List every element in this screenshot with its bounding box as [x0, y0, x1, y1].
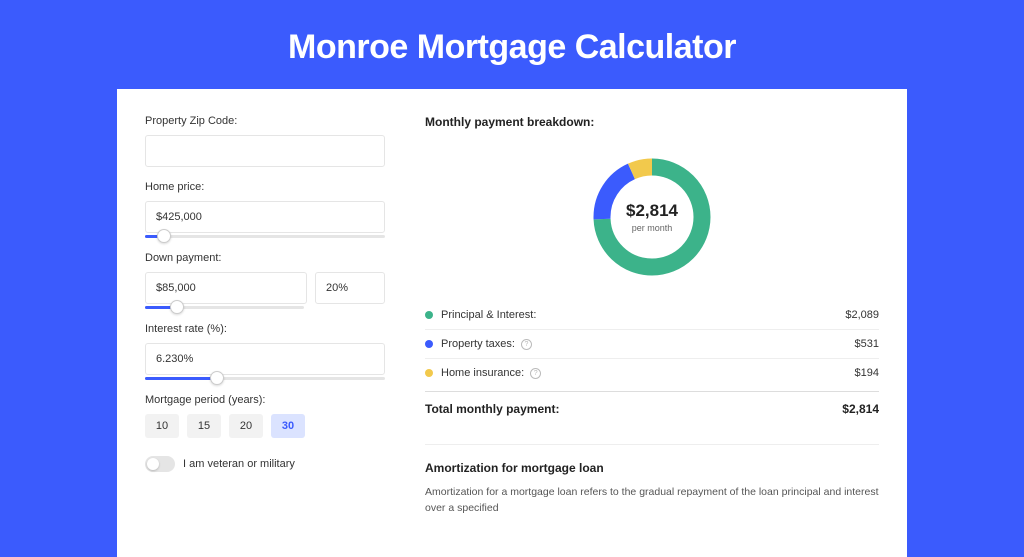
legend-row: Property taxes:?$531 [425, 330, 879, 359]
down-payment-label: Down payment: [145, 252, 385, 264]
veteran-label: I am veteran or military [183, 458, 295, 470]
donut-wrap: $2,814 per month [425, 145, 879, 289]
veteran-toggle[interactable] [145, 456, 175, 472]
mortgage-period-label: Mortgage period (years): [145, 394, 385, 406]
down-payment-slider[interactable] [145, 306, 304, 309]
total-row: Total monthly payment: $2,814 [425, 391, 879, 422]
zip-field-block: Property Zip Code: [145, 115, 385, 167]
donut-sub: per month [632, 223, 673, 233]
donut-center: $2,814 per month [588, 153, 716, 281]
period-btn-15[interactable]: 15 [187, 414, 221, 438]
down-payment-amount-input[interactable] [145, 272, 307, 304]
card-outer: Property Zip Code: Home price: Down paym… [117, 89, 907, 557]
info-icon[interactable]: ? [521, 339, 532, 350]
home-price-input[interactable] [145, 201, 385, 233]
amortization-title: Amortization for mortgage loan [425, 461, 879, 475]
down-payment-slider-thumb[interactable] [170, 300, 184, 314]
legend-value: $531 [855, 338, 879, 350]
total-value: $2,814 [842, 402, 879, 416]
donut-amount: $2,814 [626, 201, 678, 221]
legend-row: Home insurance:?$194 [425, 359, 879, 387]
form-panel: Property Zip Code: Home price: Down paym… [145, 115, 385, 517]
home-price-block: Home price: [145, 181, 385, 238]
zip-input[interactable] [145, 135, 385, 167]
interest-rate-input[interactable] [145, 343, 385, 375]
zip-label: Property Zip Code: [145, 115, 385, 127]
breakdown-title: Monthly payment breakdown: [425, 115, 879, 129]
period-btn-10[interactable]: 10 [145, 414, 179, 438]
mortgage-period-block: Mortgage period (years): 10 15 20 30 [145, 394, 385, 438]
mortgage-period-buttons: 10 15 20 30 [145, 414, 385, 438]
home-price-slider-thumb[interactable] [157, 229, 171, 243]
page-title: Monroe Mortgage Calculator [0, 0, 1024, 89]
legend-label: Home insurance:? [441, 367, 855, 379]
down-payment-percent-input[interactable] [315, 272, 385, 304]
interest-rate-label: Interest rate (%): [145, 323, 385, 335]
donut-chart: $2,814 per month [588, 153, 716, 281]
home-price-label: Home price: [145, 181, 385, 193]
veteran-row: I am veteran or military [145, 456, 385, 472]
legend-dot [425, 369, 433, 377]
legend-label: Property taxes:? [441, 338, 855, 350]
interest-rate-slider-fill [145, 377, 217, 380]
legend-dot [425, 311, 433, 319]
period-btn-20[interactable]: 20 [229, 414, 263, 438]
legend: Principal & Interest:$2,089Property taxe… [425, 301, 879, 387]
legend-dot [425, 340, 433, 348]
legend-value: $2,089 [845, 309, 879, 321]
veteran-toggle-knob [147, 458, 159, 470]
legend-row: Principal & Interest:$2,089 [425, 301, 879, 330]
amortization-block: Amortization for mortgage loan Amortizat… [425, 444, 879, 517]
total-label: Total monthly payment: [425, 402, 842, 416]
legend-value: $194 [855, 367, 879, 379]
period-btn-30[interactable]: 30 [271, 414, 305, 438]
home-price-slider[interactable] [145, 235, 385, 238]
down-payment-block: Down payment: [145, 252, 385, 309]
interest-rate-block: Interest rate (%): [145, 323, 385, 380]
legend-label: Principal & Interest: [441, 309, 845, 321]
calculator-card: Property Zip Code: Home price: Down paym… [117, 89, 907, 557]
breakdown-panel: Monthly payment breakdown: $2,814 per mo… [425, 115, 879, 517]
info-icon[interactable]: ? [530, 368, 541, 379]
interest-rate-slider[interactable] [145, 377, 385, 380]
interest-rate-slider-thumb[interactable] [210, 371, 224, 385]
